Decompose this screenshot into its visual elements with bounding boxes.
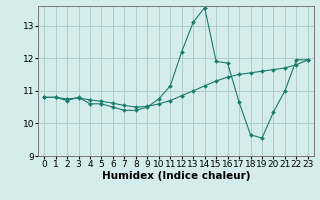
X-axis label: Humidex (Indice chaleur): Humidex (Indice chaleur) xyxy=(102,171,250,181)
